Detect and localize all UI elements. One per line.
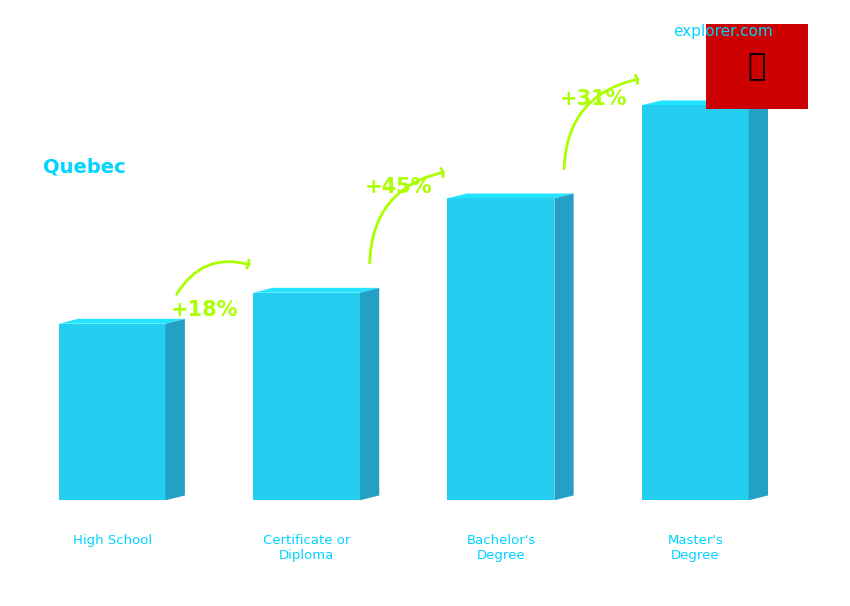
Text: 131,000 CAD: 131,000 CAD — [66, 294, 158, 308]
Polygon shape — [59, 319, 185, 324]
Text: 293,000 CAD: 293,000 CAD — [649, 76, 741, 90]
Text: Certificate or
Diploma: Certificate or Diploma — [263, 534, 350, 562]
Text: 224,000 CAD: 224,000 CAD — [456, 168, 547, 182]
Text: Bachelor's
Degree: Bachelor's Degree — [467, 534, 536, 562]
Polygon shape — [749, 101, 768, 501]
Text: Quebec: Quebec — [42, 158, 125, 176]
Text: +18%: +18% — [171, 301, 238, 321]
Text: Average Yearly Salary: Average Yearly Salary — [819, 273, 830, 394]
Polygon shape — [253, 288, 379, 293]
Text: Master's
Degree: Master's Degree — [667, 534, 723, 562]
Text: salary: salary — [612, 24, 659, 39]
Polygon shape — [447, 193, 574, 198]
Text: Salary Comparison By Education: Salary Comparison By Education — [42, 42, 599, 72]
Polygon shape — [253, 293, 360, 501]
Polygon shape — [554, 193, 574, 501]
Polygon shape — [642, 101, 768, 105]
Text: explorer.com: explorer.com — [673, 24, 773, 39]
Polygon shape — [642, 105, 749, 501]
Polygon shape — [59, 324, 166, 501]
FancyBboxPatch shape — [700, 20, 813, 113]
Text: +31%: +31% — [559, 89, 627, 109]
Text: 🍁: 🍁 — [747, 52, 766, 81]
Polygon shape — [360, 288, 379, 501]
Text: +45%: +45% — [365, 178, 433, 198]
Text: Program Manager: Program Manager — [42, 109, 216, 128]
Polygon shape — [166, 319, 185, 501]
Polygon shape — [447, 198, 554, 501]
Text: 154,000 CAD: 154,000 CAD — [261, 263, 352, 277]
Text: High School: High School — [72, 534, 152, 547]
